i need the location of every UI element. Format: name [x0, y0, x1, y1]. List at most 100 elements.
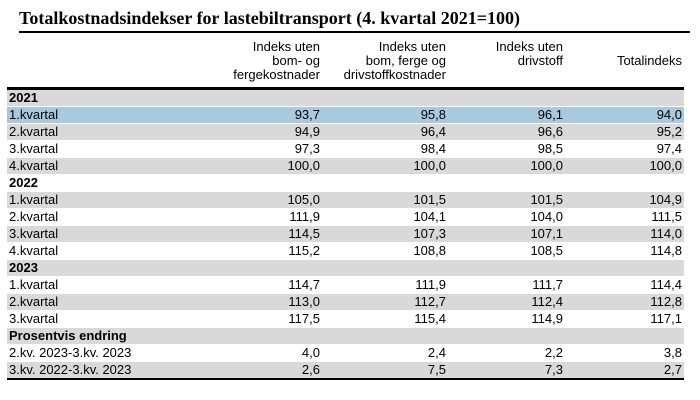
table-row: 3.kvartal 114,5 107,3 107,1 114,0	[7, 225, 684, 243]
value-cell: 7,5	[322, 361, 448, 380]
value-cell: 94,9	[207, 123, 322, 141]
value-cell: 93,7	[207, 106, 322, 124]
value-cell: 96,6	[448, 123, 565, 141]
value-cell: 112,8	[565, 293, 684, 311]
value-cell: 114,8	[565, 242, 684, 260]
row-label: 2.kvartal	[7, 293, 207, 311]
table-row: 3.kvartal 97,3 98,4 98,5 97,4	[7, 140, 684, 158]
value-cell	[565, 174, 684, 192]
value-cell: 101,5	[448, 191, 565, 209]
table-title: Totalkostnadsindekser for lastebiltransp…	[19, 8, 690, 33]
value-cell	[207, 259, 322, 277]
row-label: 2.kv. 2023-3.kv. 2023	[7, 344, 207, 362]
value-cell: 107,1	[448, 225, 565, 243]
value-cell: 94,0	[565, 106, 684, 124]
section-header-row: 2021	[7, 88, 684, 107]
table-row: 4.kvartal 115,2 108,8 108,5 114,8	[7, 242, 684, 260]
value-cell: 3,8	[565, 344, 684, 362]
row-label: 1.kvartal	[7, 191, 207, 209]
value-cell: 117,5	[207, 310, 322, 328]
value-cell: 7,3	[448, 361, 565, 380]
value-cell: 114,0	[565, 225, 684, 243]
table-row: 1.kvartal 93,7 95,8 96,1 94,0	[7, 106, 684, 124]
value-cell: 2,4	[322, 344, 448, 362]
table-body: 2021 1.kvartal 93,7 95,8 96,1 94,0 2.kvartal 94…	[7, 88, 684, 380]
value-cell: 2,7	[565, 361, 684, 380]
statistics-table-page: Totalkostnadsindekser for lastebiltransp…	[0, 8, 700, 400]
value-cell	[448, 88, 565, 107]
row-label: 2.kvartal	[7, 208, 207, 226]
header-label-spacer	[7, 33, 207, 90]
value-cell	[322, 174, 448, 192]
value-cell: 100,0	[207, 157, 322, 175]
value-cell	[207, 174, 322, 192]
value-cell: 2,6	[207, 361, 322, 380]
value-cell: 115,4	[322, 310, 448, 328]
row-label: 3.kvartal	[7, 225, 207, 243]
value-cell	[207, 327, 322, 345]
table-row: 2.kvartal 94,9 96,4 96,6 95,2	[7, 123, 684, 141]
column-header: Indeks uten drivstoff	[448, 33, 565, 90]
row-label: 2023	[7, 259, 207, 277]
value-cell: 98,5	[448, 140, 565, 158]
value-cell: 105,0	[207, 191, 322, 209]
value-cell: 112,7	[322, 293, 448, 311]
value-cell: 104,9	[565, 191, 684, 209]
value-cell	[322, 259, 448, 277]
value-cell: 107,3	[322, 225, 448, 243]
table-row: 2.kv. 2023-3.kv. 2023 4,0 2,4 2,2 3,8	[7, 344, 684, 362]
value-cell: 100,0	[565, 157, 684, 175]
row-label: 3.kvartal	[7, 140, 207, 158]
row-label: 2021	[7, 88, 207, 107]
value-cell: 95,2	[565, 123, 684, 141]
value-cell	[322, 88, 448, 107]
value-cell: 95,8	[322, 106, 448, 124]
value-cell	[448, 327, 565, 345]
value-cell	[448, 174, 565, 192]
row-label: 2022	[7, 174, 207, 192]
table-row: 3.kv. 2022-3.kv. 2023 2,6 7,5 7,3 2,7	[7, 361, 684, 380]
value-cell: 97,3	[207, 140, 322, 158]
row-label: 1.kvartal	[7, 106, 207, 124]
value-cell: 104,1	[322, 208, 448, 226]
table-row: 1.kvartal 114,7 111,9 111,7 114,4	[7, 276, 684, 294]
row-label: 2.kvartal	[7, 123, 207, 141]
value-cell: 2,2	[448, 344, 565, 362]
value-cell: 117,1	[565, 310, 684, 328]
value-cell: 104,0	[448, 208, 565, 226]
value-cell: 113,0	[207, 293, 322, 311]
table-row: 1.kvartal 105,0 101,5 101,5 104,9	[7, 191, 684, 209]
value-cell: 98,4	[322, 140, 448, 158]
value-cell	[565, 259, 684, 277]
value-cell	[322, 327, 448, 345]
value-cell: 108,5	[448, 242, 565, 260]
column-header: Totalindeks	[565, 33, 684, 90]
value-cell: 111,7	[448, 276, 565, 294]
row-label: 3.kvartal	[7, 310, 207, 328]
header-row: Indeks uten bom- og fergekostnader Indeks…	[7, 33, 684, 90]
row-label: 4.kvartal	[7, 242, 207, 260]
value-cell	[565, 327, 684, 345]
row-label: Prosentvis endring	[7, 327, 207, 345]
value-cell: 111,5	[565, 208, 684, 226]
table-row: 4.kvartal 100,0 100,0 100,0 100,0	[7, 157, 684, 175]
value-cell: 97,4	[565, 140, 684, 158]
value-cell	[565, 88, 684, 107]
value-cell: 114,7	[207, 276, 322, 294]
column-header: Indeks uten bom- og fergekostnader	[207, 33, 322, 90]
section-header-row: Prosentvis endring	[7, 327, 684, 345]
row-label: 4.kvartal	[7, 157, 207, 175]
value-cell: 108,8	[322, 242, 448, 260]
row-label: 1.kvartal	[7, 276, 207, 294]
section-header-row: 2023	[7, 259, 684, 277]
value-cell: 114,9	[448, 310, 565, 328]
value-cell: 114,4	[565, 276, 684, 294]
table-row: 2.kvartal 113,0 112,7 112,4 112,8	[7, 293, 684, 311]
value-cell: 96,4	[322, 123, 448, 141]
value-cell: 114,5	[207, 225, 322, 243]
value-cell: 100,0	[322, 157, 448, 175]
value-cell: 112,4	[448, 293, 565, 311]
value-cell: 111,9	[207, 208, 322, 226]
value-cell	[207, 88, 322, 107]
value-cell: 115,2	[207, 242, 322, 260]
